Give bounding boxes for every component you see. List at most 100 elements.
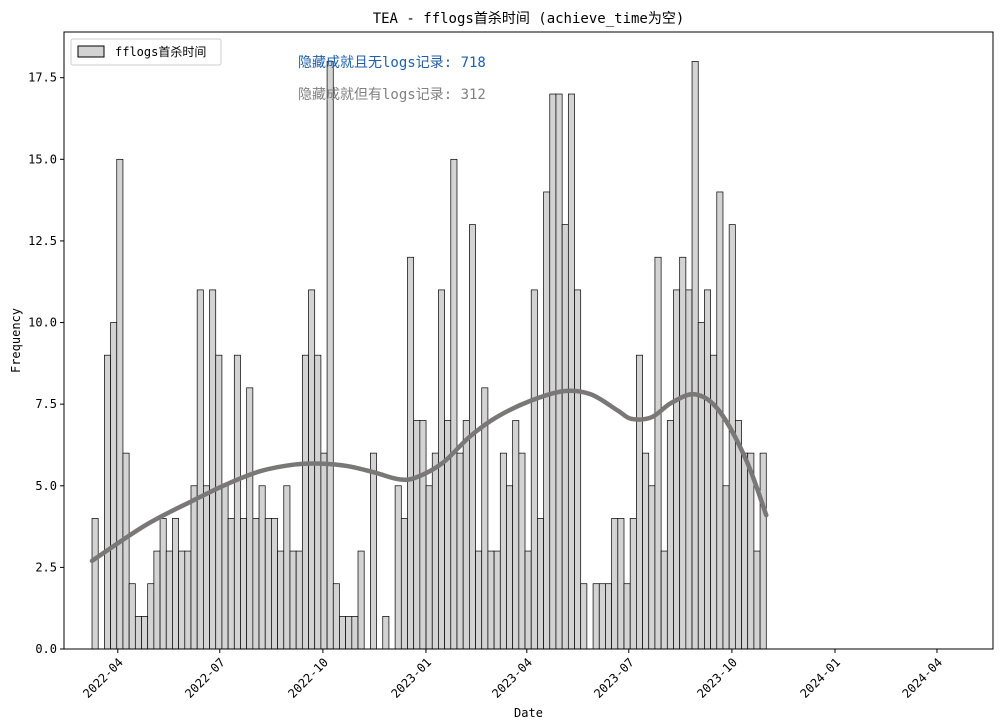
histogram-bar bbox=[512, 420, 520, 650]
histogram-bar bbox=[308, 289, 316, 650]
histogram-bar bbox=[215, 354, 223, 650]
histogram-bar bbox=[598, 583, 606, 650]
histogram-bar bbox=[636, 354, 643, 650]
histogram-bar bbox=[673, 289, 681, 650]
histogram-bar bbox=[574, 289, 582, 650]
histogram-bar bbox=[128, 583, 136, 650]
histogram-bar bbox=[734, 420, 742, 650]
histogram-bar bbox=[666, 420, 674, 650]
histogram-bar bbox=[394, 485, 402, 650]
x-tick-label: 2022-04 bbox=[80, 655, 126, 701]
x-tick-label: 2024-01 bbox=[797, 655, 843, 701]
histogram-bar bbox=[493, 550, 501, 650]
x-tick-label: 2022-07 bbox=[182, 655, 228, 701]
histogram-bar bbox=[499, 452, 507, 650]
histogram-bar bbox=[104, 354, 111, 650]
histogram-bar bbox=[642, 452, 650, 650]
y-tick-label: 7.5 bbox=[35, 397, 57, 411]
x-axis: 2022-04 2022-07 2022-10 2023-01 2023-04 2023-… bbox=[80, 649, 945, 701]
histogram-bar bbox=[153, 550, 161, 650]
legend-swatch bbox=[77, 45, 105, 58]
histogram-bar bbox=[339, 616, 346, 650]
histogram-bar bbox=[320, 452, 328, 650]
histogram-bar bbox=[326, 61, 334, 650]
histogram-bar bbox=[716, 191, 724, 650]
histogram-bar bbox=[172, 518, 179, 650]
x-tick-label: 2023-04 bbox=[489, 655, 535, 701]
histogram-bar bbox=[227, 518, 235, 650]
histogram-bar bbox=[611, 518, 619, 650]
histogram-bar bbox=[147, 583, 155, 650]
plot-frame bbox=[63, 31, 994, 650]
histogram-bar bbox=[165, 550, 173, 650]
histogram-bar bbox=[530, 289, 538, 650]
histogram-bar bbox=[184, 550, 192, 650]
histogram-bar bbox=[370, 452, 377, 650]
histogram-bar bbox=[722, 485, 730, 650]
histogram-bar bbox=[203, 485, 210, 650]
histogram-bar bbox=[475, 550, 483, 650]
histogram-bar bbox=[537, 518, 544, 650]
histogram-bar bbox=[580, 583, 588, 650]
legend-label: fflogs首杀时间 bbox=[115, 44, 206, 59]
histogram-bar bbox=[240, 518, 248, 650]
histogram-bar bbox=[456, 452, 464, 650]
histogram-bar bbox=[555, 93, 563, 650]
histogram-bar bbox=[413, 420, 421, 650]
histogram-bar bbox=[233, 354, 241, 650]
x-tick-label: 2023-10 bbox=[694, 655, 740, 701]
histogram-bar bbox=[264, 518, 272, 650]
y-tick-label: 0.0 bbox=[35, 642, 57, 656]
histogram-bar bbox=[617, 518, 625, 650]
histogram-bar bbox=[654, 256, 662, 650]
histogram-bar bbox=[592, 583, 600, 650]
histogram-bar bbox=[91, 518, 99, 650]
histogram-bar bbox=[691, 61, 699, 650]
histogram-bar bbox=[753, 550, 761, 650]
histogram-bar bbox=[301, 354, 309, 650]
histogram-bar bbox=[271, 518, 278, 650]
x-tick-label: 2023-01 bbox=[388, 655, 434, 701]
histogram-bar bbox=[382, 616, 390, 650]
histogram-bar bbox=[289, 550, 297, 650]
histogram-bar bbox=[487, 550, 495, 650]
y-tick-label: 10.0 bbox=[28, 316, 57, 330]
annotation-no-logs: 隐藏成就且无logs记录: 718 bbox=[298, 55, 486, 71]
histogram-bar bbox=[209, 289, 217, 650]
y-tick-label: 17.5 bbox=[28, 71, 57, 85]
histogram-bar bbox=[332, 583, 340, 650]
y-tick-label: 12.5 bbox=[28, 234, 57, 248]
histogram-bar bbox=[122, 452, 130, 650]
histogram-bar bbox=[524, 550, 532, 650]
histogram-bar bbox=[159, 518, 167, 650]
histogram-bar bbox=[710, 354, 718, 650]
y-tick-label: 2.5 bbox=[35, 560, 57, 574]
x-axis-label: Date bbox=[514, 706, 543, 720]
histogram-bar bbox=[196, 289, 204, 650]
histogram-bar bbox=[567, 93, 575, 650]
chart-title: TEA - fflogs首杀时间 (achieve_time为空) bbox=[373, 11, 685, 27]
histogram-bar bbox=[697, 322, 705, 650]
histogram-bar bbox=[704, 289, 711, 650]
histogram-bar bbox=[462, 420, 470, 650]
histogram-bar bbox=[246, 387, 254, 650]
histogram-bar bbox=[685, 289, 693, 650]
histogram-bar bbox=[561, 224, 569, 650]
histogram-bar bbox=[116, 158, 124, 650]
histogram-bar bbox=[283, 485, 291, 650]
histogram-bar bbox=[252, 518, 260, 650]
histogram-bar bbox=[543, 191, 551, 650]
annotation-with-logs: 隐藏成就但有logs记录: 312 bbox=[298, 87, 486, 103]
histogram-bar bbox=[221, 485, 229, 650]
histogram-bar bbox=[110, 322, 118, 650]
histogram-bar bbox=[134, 616, 142, 650]
histogram-bar bbox=[741, 452, 749, 650]
x-tick-label: 2022-10 bbox=[285, 655, 331, 701]
histogram-bar bbox=[660, 550, 668, 650]
histogram-bar bbox=[357, 550, 365, 650]
histogram-bar bbox=[295, 550, 303, 650]
histogram-bar bbox=[141, 616, 149, 650]
x-tick-label: 2023-07 bbox=[591, 655, 637, 701]
kde-line bbox=[89, 388, 769, 564]
